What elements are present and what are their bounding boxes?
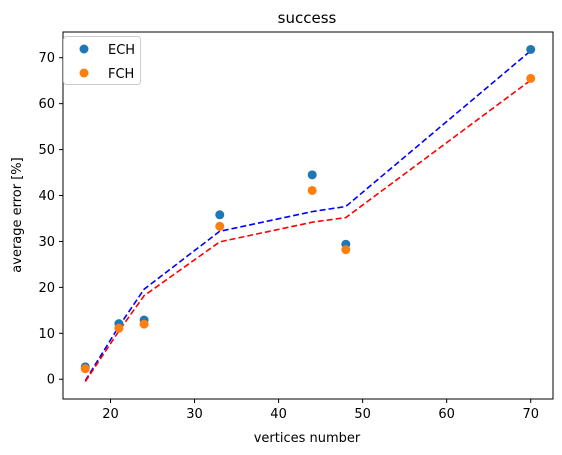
y-tick-label: 50 (38, 143, 55, 158)
y-tick-label: 30 (38, 235, 55, 250)
point-ech (307, 170, 317, 180)
x-tick-label: 40 (270, 407, 287, 422)
y-tick-label: 20 (38, 281, 55, 296)
y-tick-label: 70 (38, 51, 55, 66)
legend-marker-ech (79, 44, 89, 54)
y-axis-label: average error [%] (10, 157, 25, 272)
x-axis-label: vertices number (254, 431, 361, 446)
y-tick-label: 60 (38, 97, 55, 112)
data-points (80, 44, 536, 374)
point-fch (341, 245, 351, 255)
x-tick-label: 70 (522, 407, 539, 422)
legend-marker-fch (79, 68, 89, 78)
y-tick-label: 0 (47, 373, 55, 388)
point-fch (114, 323, 124, 333)
point-fch (215, 221, 225, 231)
x-tick-label: 30 (186, 407, 203, 422)
y-axis: 0 10 20 30 40 50 60 70 (38, 51, 63, 388)
trend-line-blue (84, 50, 532, 382)
trend-lines (84, 50, 532, 382)
legend: ECH FCH (63, 36, 141, 85)
point-ech (526, 44, 536, 54)
point-fch (80, 364, 90, 374)
trend-line-red (84, 79, 532, 382)
chart-title: success (278, 9, 337, 27)
plot-area (62, 31, 554, 400)
x-tick-label: 60 (438, 407, 455, 422)
y-tick-label: 40 (38, 189, 55, 204)
x-axis: 20 30 40 50 60 70 (102, 399, 539, 422)
y-tick-label: 10 (38, 327, 55, 342)
x-tick-label: 20 (102, 407, 119, 422)
legend-label-fch: FCH (108, 67, 134, 82)
point-fch (307, 185, 317, 195)
plot-frame (62, 31, 554, 400)
point-fch (526, 73, 536, 83)
x-tick-label: 50 (354, 407, 371, 422)
point-fch (139, 319, 149, 329)
point-ech (215, 210, 225, 220)
legend-label-ech: ECH (108, 43, 135, 58)
